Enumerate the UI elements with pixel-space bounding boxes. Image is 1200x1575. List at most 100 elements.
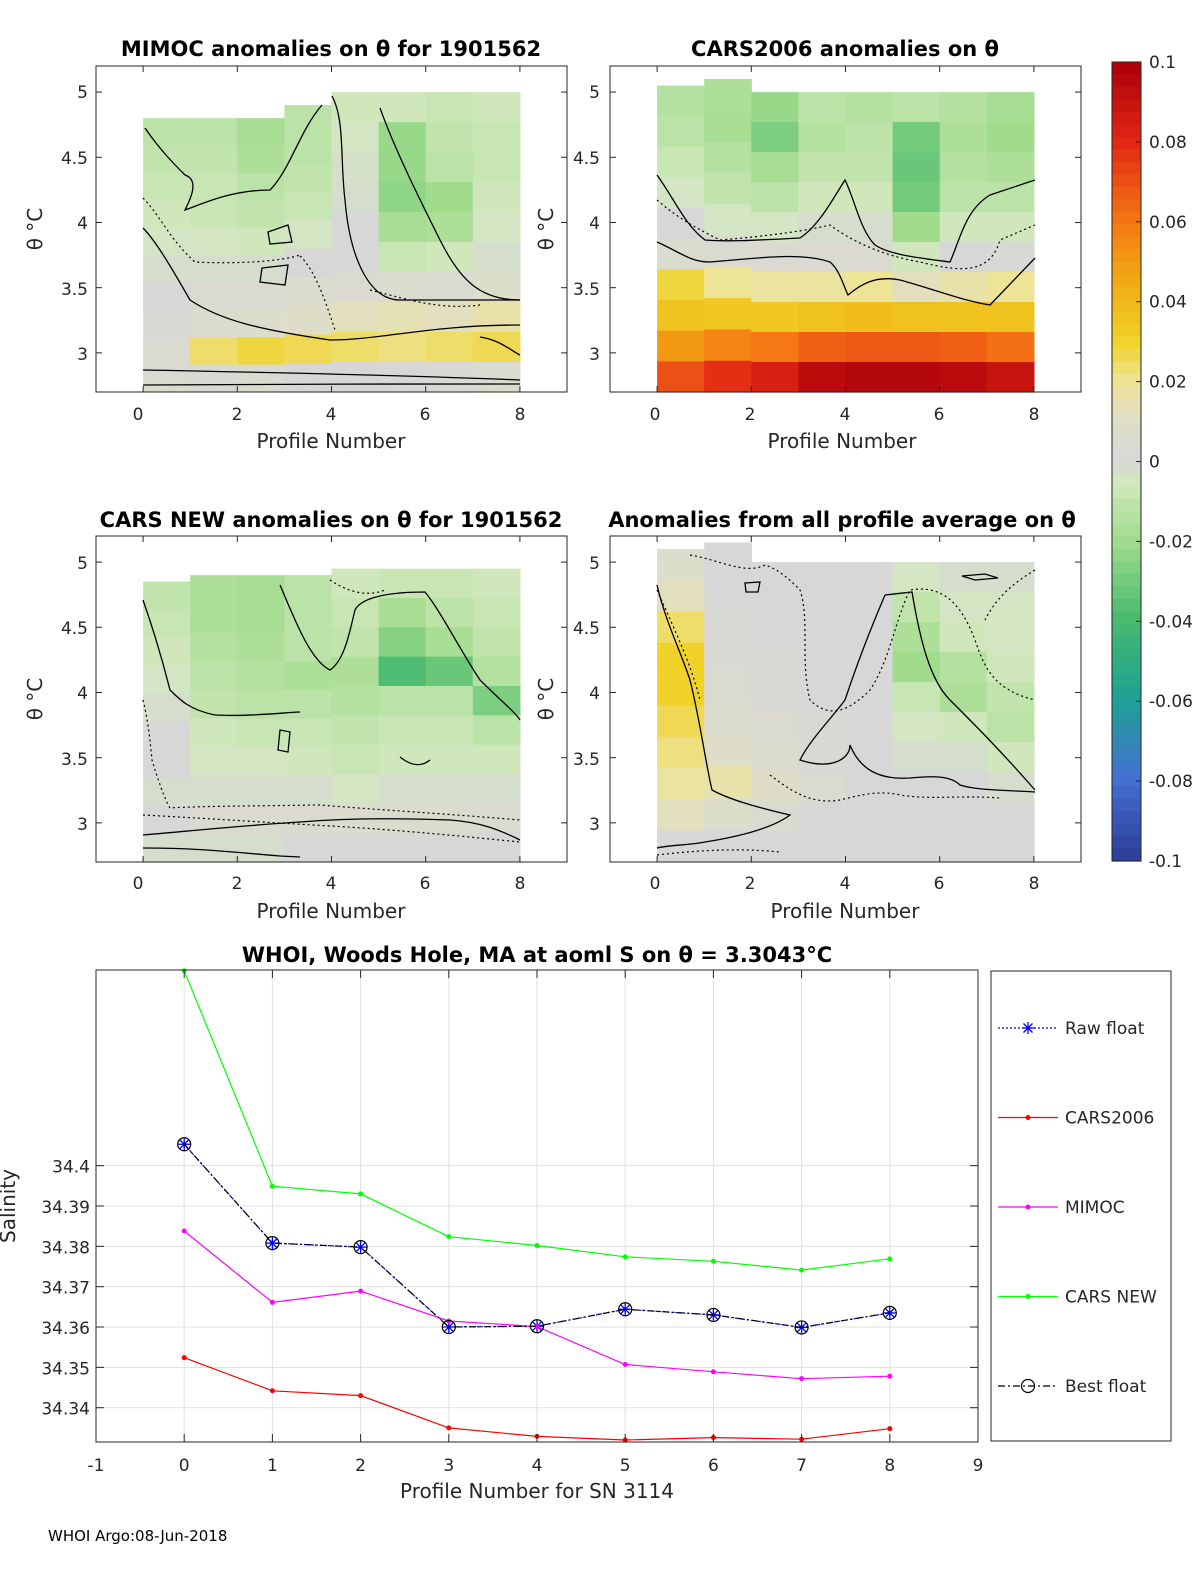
colorbar-band	[1112, 461, 1141, 475]
heatmap-cell	[939, 742, 988, 773]
heatmap-cell	[845, 152, 894, 183]
heatmap-cell	[939, 302, 988, 333]
heatmap-cell	[472, 568, 521, 599]
heatmap-cell	[798, 152, 847, 183]
heatmap-cell	[704, 606, 752, 639]
panel-profile-average-xtick: 2	[745, 874, 756, 894]
heatmap-cell	[798, 682, 847, 713]
heatmap-cell	[657, 300, 705, 332]
colorbar-tick-label: -0.02	[1149, 532, 1193, 552]
heatmap-cell	[845, 332, 894, 363]
colorbar-tick-label: -0.06	[1149, 692, 1193, 712]
colorbar-band	[1112, 86, 1141, 101]
panel-cars-new-xtick: 8	[515, 874, 526, 894]
heatmap-cell	[798, 122, 847, 153]
heatmap-cell	[892, 302, 941, 333]
colorbar-band	[1112, 586, 1141, 600]
colorbar-band	[1112, 174, 1141, 188]
heatmap-cell	[143, 693, 191, 723]
panel-profile-average-ylabel: θ °C	[534, 678, 558, 721]
data-point-best-float	[794, 1320, 809, 1335]
heatmap-cell	[237, 603, 285, 634]
colorbar-band	[1112, 773, 1141, 787]
heatmap-cell	[190, 309, 238, 338]
panel-mimoc-heatmap	[143, 92, 521, 393]
heatmap-cell	[378, 152, 427, 183]
heatmap-cell	[704, 766, 752, 799]
heatmap-cell	[986, 242, 1035, 273]
colorbar-band	[1112, 186, 1141, 200]
heatmap-cell	[657, 361, 705, 393]
heatmap-cell	[704, 734, 752, 767]
y-tick-label: 34.38	[41, 1238, 90, 1258]
colorbar-tick-label: 0.08	[1149, 133, 1187, 153]
heatmap-cell	[751, 182, 799, 213]
heatmap-cell	[657, 611, 705, 644]
heatmap-cell	[190, 255, 238, 284]
heatmap-cell	[704, 266, 752, 299]
colorbar-band	[1112, 74, 1141, 88]
data-point-cars2006	[358, 1393, 364, 1399]
colorbar-tick-label: 0.1	[1149, 53, 1176, 73]
heatmap-cell	[237, 200, 285, 229]
heatmap-cell	[986, 302, 1035, 333]
colorbar-band	[1112, 224, 1141, 238]
panel-cars2006-xtick: 6	[934, 405, 945, 425]
colorbar-band	[1112, 598, 1141, 612]
heatmap-cell	[845, 832, 894, 863]
heatmap-cell	[704, 79, 752, 111]
heatmap-cell	[331, 212, 380, 243]
data-point-mimoc	[269, 1299, 275, 1305]
y-tick-label: 34.36	[41, 1319, 90, 1339]
heatmap-cell	[751, 362, 799, 393]
colorbar-band	[1112, 823, 1141, 837]
panel-cars2006-ytick: 4.5	[573, 149, 600, 169]
colorbar-band	[1112, 561, 1141, 575]
heatmap-cell	[798, 182, 847, 213]
colorbar-band	[1112, 62, 1141, 76]
colorbar-band	[1112, 786, 1141, 800]
heatmap-cell	[472, 272, 521, 303]
heatmap-cell	[986, 122, 1035, 153]
heatmap-cell	[237, 118, 285, 147]
heatmap-cell	[845, 562, 894, 593]
panel-mimoc-xlabel: Profile Number	[257, 429, 407, 453]
panel-mimoc-ytick: 4.5	[61, 149, 88, 169]
heatmap-cell	[143, 200, 191, 229]
panel-cars-new-xlabel: Profile Number	[257, 899, 407, 923]
heatmap-cell	[704, 141, 752, 174]
heatmap-cell	[892, 742, 941, 773]
heatmap-cell	[331, 182, 380, 213]
legend-marker	[1025, 1294, 1031, 1299]
heatmap-cell	[143, 637, 191, 667]
data-point-cars2006	[269, 1388, 275, 1394]
heatmap-cell	[892, 122, 941, 153]
heatmap-cell	[378, 774, 427, 804]
heatmap-cell	[472, 152, 521, 183]
heatmap-cell	[845, 242, 894, 273]
heatmap-cell	[378, 92, 427, 123]
colorbar-band	[1112, 124, 1141, 138]
heatmap-cell	[986, 802, 1035, 833]
heatmap-cell	[143, 777, 191, 807]
heatmap-cell	[657, 642, 705, 675]
legend: Raw float CARS2006 MIMOC CARS NEW Best float	[990, 970, 1172, 1442]
heatmap-cell	[331, 122, 380, 153]
heatmap-cell	[751, 742, 799, 773]
heatmap-cell	[939, 802, 988, 833]
heatmap-cell	[472, 122, 521, 153]
heatmap-cell	[657, 116, 705, 148]
heatmap-cell	[892, 362, 941, 393]
colorbar-band	[1112, 399, 1141, 413]
panel-profile-average-heatmap	[657, 542, 1035, 863]
panel-profile-average-title: Anomalies from all profile average on θ	[608, 508, 1076, 532]
panel-cars2006-ytick: 3.5	[573, 280, 600, 300]
heatmap-cell	[986, 742, 1035, 773]
colorbar-band	[1112, 161, 1141, 175]
x-tick-label: 6	[708, 1456, 719, 1476]
heatmap-cell	[284, 219, 333, 250]
heatmap-cell	[751, 212, 799, 243]
heatmap-cell	[845, 802, 894, 833]
heatmap-cell	[190, 833, 238, 863]
heatmap-cell	[845, 362, 894, 393]
